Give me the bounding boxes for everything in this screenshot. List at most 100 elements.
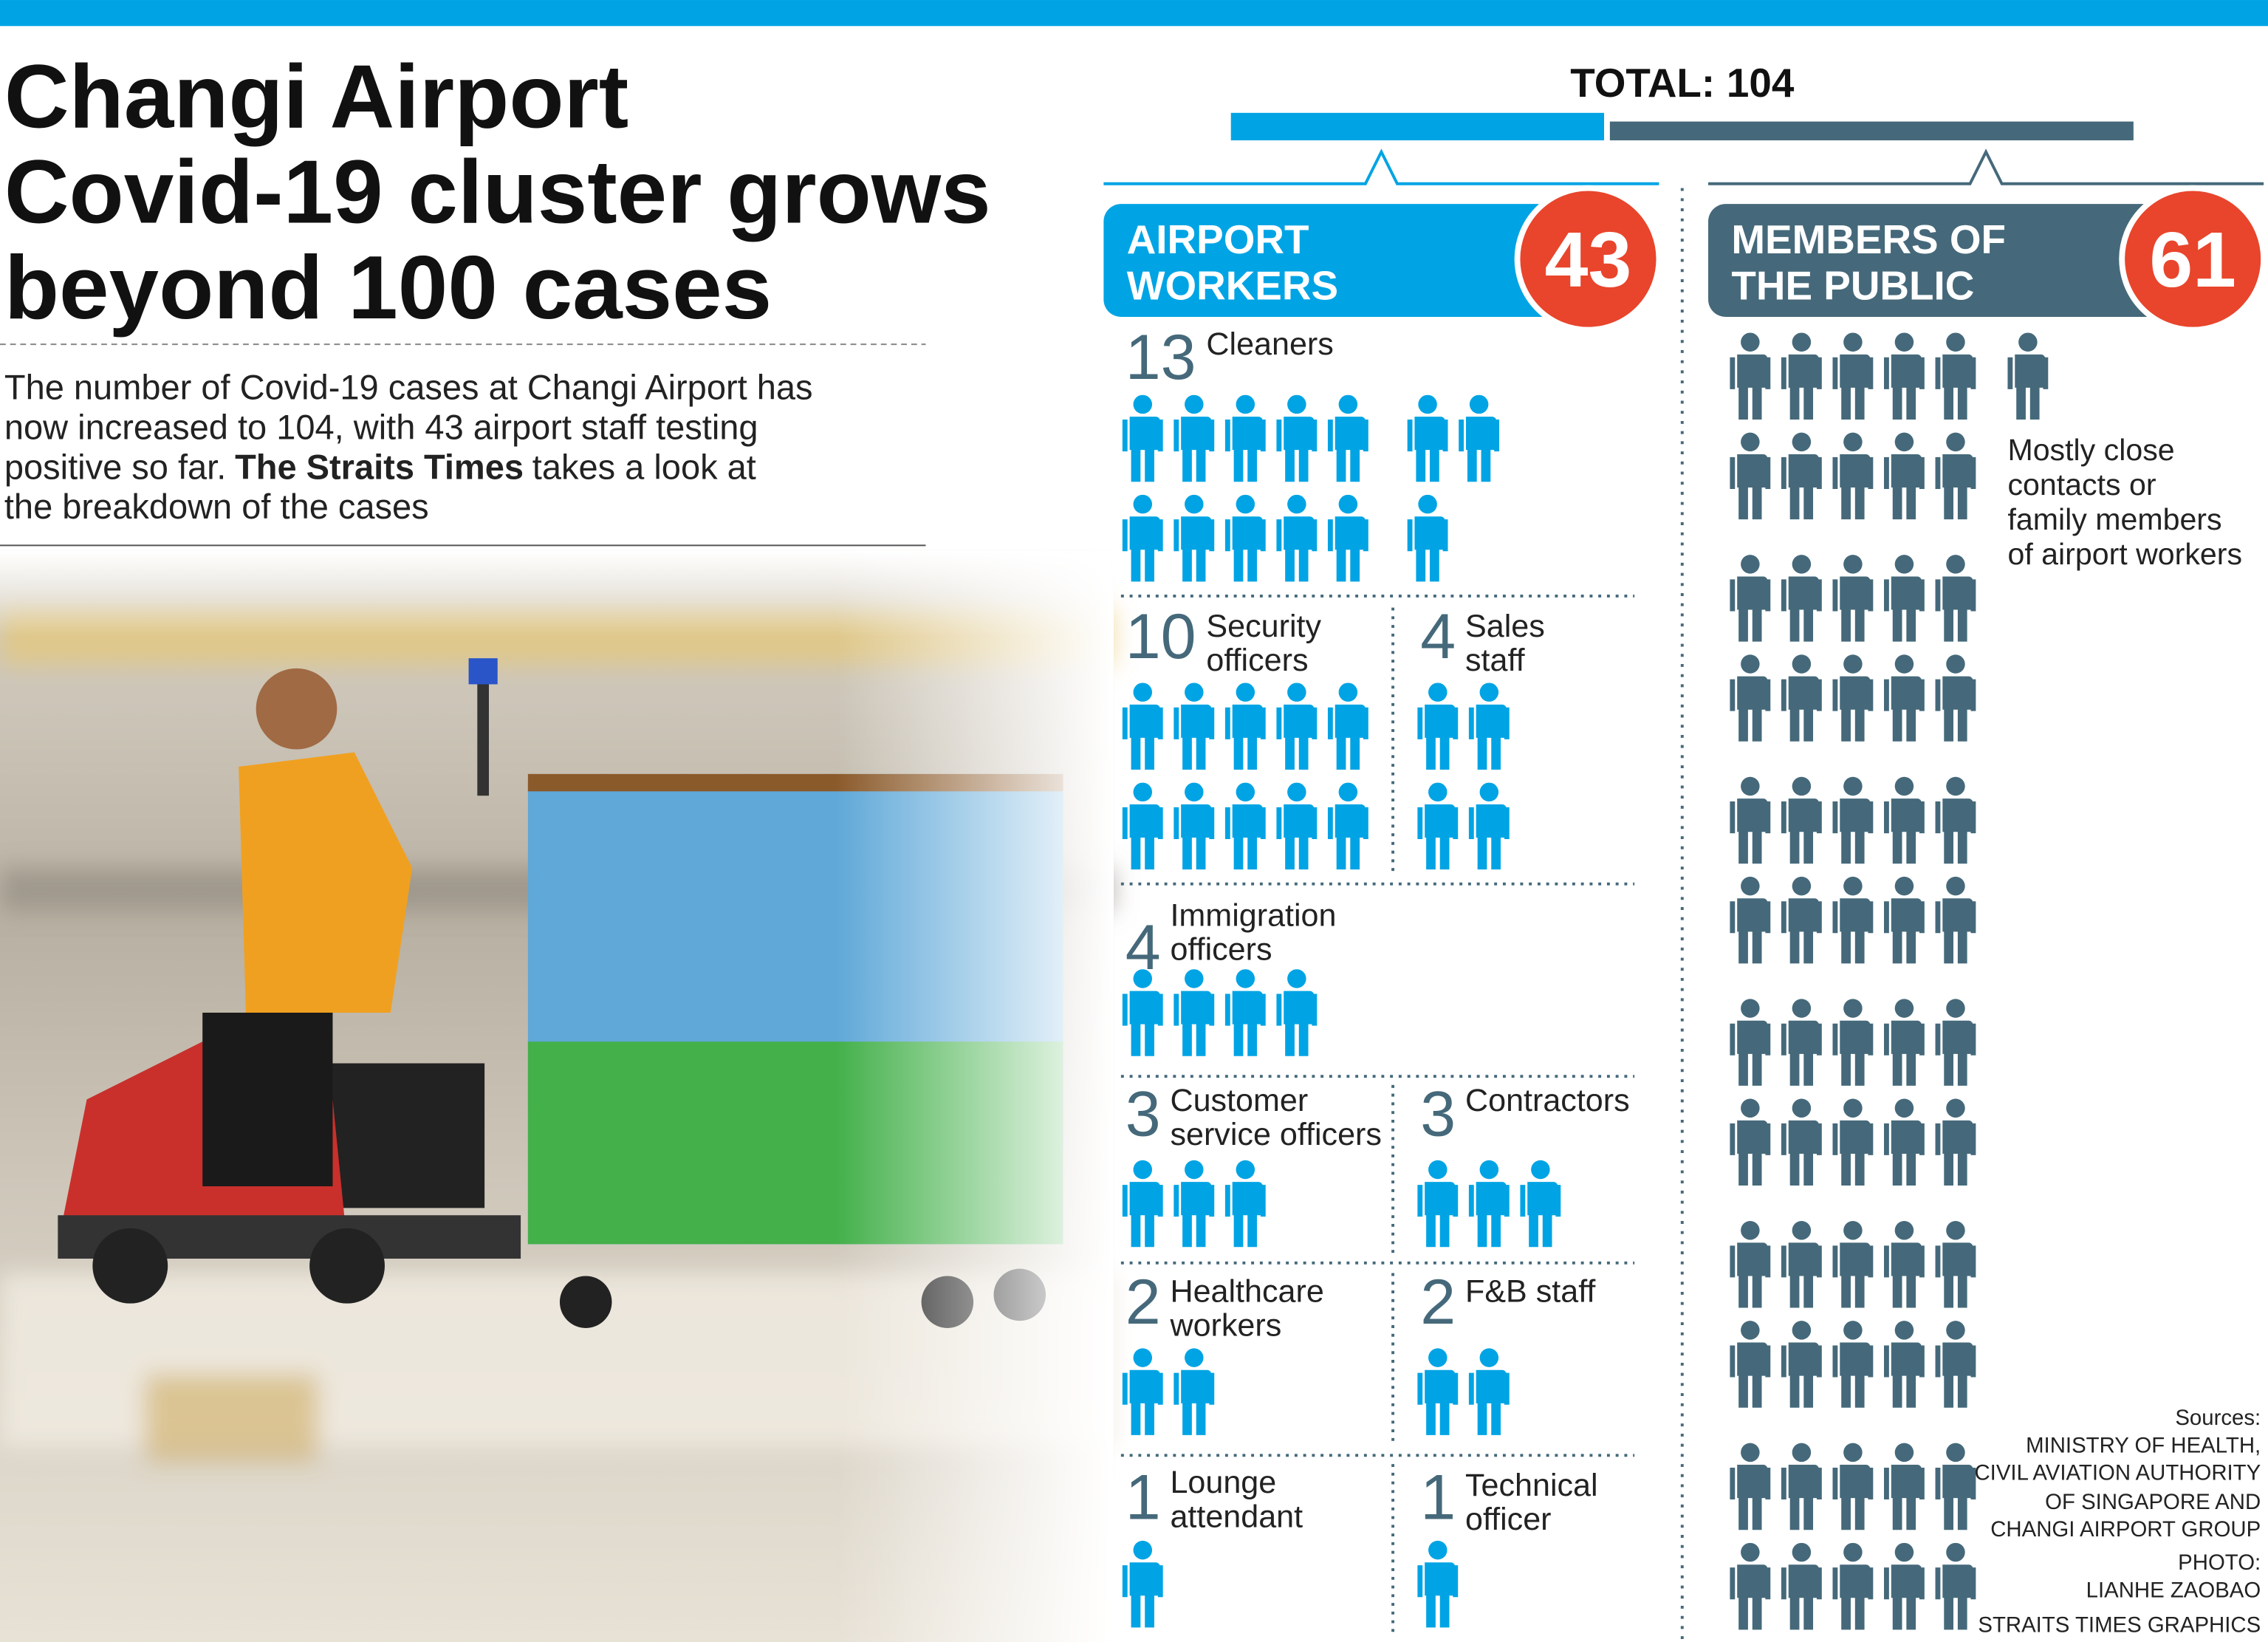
category-label: officers	[1170, 932, 1272, 968]
person-icon	[1730, 432, 1771, 520]
person-icon	[1781, 1321, 1822, 1408]
group-label: THE PUBLIC	[1731, 262, 1974, 308]
person-icon	[1224, 494, 1266, 582]
group-box	[1708, 204, 2196, 317]
person-icon	[1832, 1098, 1874, 1186]
title-line: beyond 100 cases	[4, 237, 772, 338]
person-icon	[1730, 1098, 1771, 1186]
person-icon	[1468, 1160, 1510, 1248]
person-icon	[1935, 432, 1976, 520]
note-line: family members	[2007, 502, 2221, 536]
person-icon	[1781, 432, 1822, 520]
category-label: Contractors	[1465, 1083, 1630, 1118]
note-line: of airport workers	[2007, 537, 2242, 571]
person-icon	[1730, 1542, 1771, 1630]
total-label: TOTAL:	[1570, 60, 1715, 106]
person-icon	[2007, 332, 2049, 420]
person-icon	[1174, 494, 1215, 582]
person-icon	[1122, 394, 1163, 482]
person-icon	[1884, 654, 1925, 742]
total-bar	[1230, 112, 1605, 141]
badge	[2119, 185, 2267, 333]
person-icon	[1407, 394, 1448, 482]
badge	[1514, 185, 1662, 333]
intro-segment: now increased to 104, with 43 airport st…	[4, 407, 758, 446]
person-icon	[1730, 1321, 1771, 1408]
note-line: contacts or	[2007, 468, 2156, 502]
person-icon	[1122, 494, 1163, 582]
person-icon	[1781, 1542, 1822, 1630]
person-icon	[1122, 1348, 1163, 1435]
person-icon	[1935, 555, 1976, 642]
intro-segment: The number of Covid-19 cases at Changi A…	[4, 368, 813, 407]
category-label: Immigration	[1170, 897, 1336, 933]
person-icon	[1520, 1160, 1561, 1248]
intro-segment: positive so far.	[4, 447, 226, 486]
source-line: MINISTRY OF HEALTH,	[2026, 1433, 2261, 1457]
person-icon	[1122, 969, 1163, 1056]
category-label: officer	[1465, 1502, 1552, 1537]
source-line: LIANHE ZAOBAO	[2086, 1578, 2261, 1602]
person-icon	[1884, 332, 1925, 420]
person-icon	[1832, 876, 1874, 964]
person-icon	[1781, 999, 1822, 1086]
category-count: 2	[1126, 1267, 1161, 1338]
person-icon	[1122, 782, 1163, 870]
source-line: STRAITS TIMES GRAPHICS	[1978, 1612, 2261, 1637]
top-bar	[0, 0, 2268, 27]
source-line: CHANGI AIRPORT GROUP	[1990, 1517, 2261, 1542]
category-label: Sales	[1465, 609, 1545, 644]
person-icon	[1884, 555, 1925, 642]
person-icon	[1935, 1443, 1976, 1530]
person-icon	[1781, 555, 1822, 642]
person-icon	[1122, 1160, 1163, 1248]
person-icon	[1884, 776, 1925, 864]
person-icon	[1832, 1443, 1874, 1530]
person-icon	[1417, 1348, 1459, 1435]
person-icon	[1884, 1321, 1925, 1408]
person-icon	[1417, 782, 1459, 870]
person-icon	[1224, 969, 1266, 1056]
person-icon	[1730, 1443, 1771, 1530]
category-count: 2	[1420, 1267, 1456, 1338]
category-label: service officers	[1170, 1117, 1382, 1152]
category-label: Technical	[1465, 1468, 1598, 1503]
person-icon	[1276, 394, 1318, 482]
group-label: AIRPORT	[1127, 216, 1309, 262]
bracket	[1103, 148, 1659, 185]
category-label: officers	[1206, 643, 1308, 678]
person-icon	[1832, 1221, 1874, 1308]
category-label: workers	[1169, 1308, 1281, 1344]
person-icon	[1468, 782, 1510, 870]
category-label: Security	[1206, 609, 1321, 644]
person-icon	[1459, 394, 1500, 482]
category-label: attendant	[1170, 1499, 1303, 1534]
person-icon	[1276, 969, 1318, 1056]
category-label: F&B staff	[1465, 1274, 1596, 1310]
person-icon	[1174, 969, 1215, 1056]
category-label: Cleaners	[1206, 326, 1333, 362]
person-icon	[1730, 1221, 1771, 1308]
group-label: MEMBERS OF	[1731, 216, 2006, 262]
person-icon	[1276, 494, 1318, 582]
person-icon	[1417, 1160, 1459, 1248]
person-icon	[1224, 782, 1266, 870]
person-icon	[1730, 555, 1771, 642]
person-icon	[1832, 654, 1874, 742]
category-count: 1	[1420, 1462, 1456, 1533]
bracket	[1708, 148, 2264, 185]
person-icon	[1884, 876, 1925, 964]
intro-segment: takes a look at	[532, 447, 756, 486]
person-icon	[1884, 1542, 1925, 1630]
source-line: CIVIL AVIATION AUTHORITY	[1974, 1461, 2261, 1485]
person-icon	[1935, 876, 1976, 964]
category-count: 10	[1126, 601, 1196, 672]
note-line: Mostly close	[2007, 433, 2174, 467]
intro-line: positive so far. The Straits Times takes a…	[4, 447, 756, 486]
person-icon	[1327, 782, 1368, 870]
category-label: Healthcare	[1170, 1274, 1323, 1310]
person-icon	[1730, 654, 1771, 742]
title-line: Covid-19 cluster grows	[4, 142, 991, 242]
